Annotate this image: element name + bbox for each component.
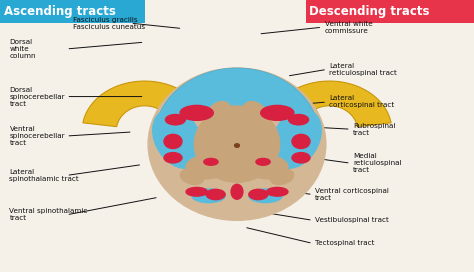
- Ellipse shape: [180, 105, 213, 120]
- Text: Ventral
spinocerebellar
tract: Ventral spinocerebellar tract: [9, 126, 65, 146]
- Ellipse shape: [271, 109, 321, 168]
- Polygon shape: [267, 81, 391, 138]
- Ellipse shape: [292, 134, 310, 149]
- Ellipse shape: [153, 109, 203, 168]
- FancyBboxPatch shape: [306, 0, 474, 23]
- Polygon shape: [83, 81, 207, 138]
- Ellipse shape: [148, 68, 326, 220]
- Ellipse shape: [266, 187, 288, 196]
- Ellipse shape: [180, 169, 204, 184]
- Ellipse shape: [289, 115, 309, 125]
- FancyBboxPatch shape: [0, 0, 145, 23]
- Ellipse shape: [292, 153, 310, 163]
- Text: Ventral spinothalamic
tract: Ventral spinothalamic tract: [9, 208, 88, 221]
- Ellipse shape: [186, 156, 226, 179]
- Text: Fasciculus gracilis
Fasciculus cuneatus: Fasciculus gracilis Fasciculus cuneatus: [73, 17, 146, 30]
- Text: Lateral
spinothalamic tract: Lateral spinothalamic tract: [9, 169, 79, 182]
- Text: Ascending tracts: Ascending tracts: [4, 5, 116, 18]
- Ellipse shape: [231, 184, 243, 199]
- Ellipse shape: [165, 115, 185, 125]
- Ellipse shape: [249, 189, 282, 203]
- Text: Vestibulospinal tract: Vestibulospinal tract: [315, 217, 389, 223]
- Ellipse shape: [204, 101, 232, 132]
- Ellipse shape: [248, 156, 288, 179]
- Text: Dorsal
white
column: Dorsal white column: [9, 39, 36, 59]
- Ellipse shape: [242, 101, 270, 132]
- Text: Lateral
reticulospinal tract: Lateral reticulospinal tract: [329, 63, 397, 76]
- Ellipse shape: [235, 144, 239, 147]
- Ellipse shape: [192, 189, 225, 203]
- Ellipse shape: [206, 189, 225, 200]
- Ellipse shape: [204, 158, 218, 165]
- Ellipse shape: [186, 187, 207, 196]
- Ellipse shape: [270, 169, 294, 184]
- Text: Ventral corticospinal
tract: Ventral corticospinal tract: [315, 188, 389, 201]
- Text: Dorsal
spinocerebellar
tract: Dorsal spinocerebellar tract: [9, 86, 65, 107]
- Text: Ventral white
commissure: Ventral white commissure: [325, 21, 373, 34]
- Text: Medial
reticulospinal
tract: Medial reticulospinal tract: [353, 153, 401, 173]
- Ellipse shape: [194, 106, 280, 182]
- Ellipse shape: [249, 189, 268, 200]
- Text: Lateral
corticospinal tract: Lateral corticospinal tract: [329, 95, 395, 109]
- Ellipse shape: [261, 105, 294, 120]
- Text: Tectospinal tract: Tectospinal tract: [315, 240, 375, 246]
- Ellipse shape: [164, 134, 182, 149]
- Ellipse shape: [256, 158, 270, 165]
- Text: Rubrospinal
tract: Rubrospinal tract: [353, 123, 395, 136]
- Ellipse shape: [164, 153, 182, 163]
- Polygon shape: [156, 68, 318, 122]
- Text: Descending tracts: Descending tracts: [309, 5, 429, 18]
